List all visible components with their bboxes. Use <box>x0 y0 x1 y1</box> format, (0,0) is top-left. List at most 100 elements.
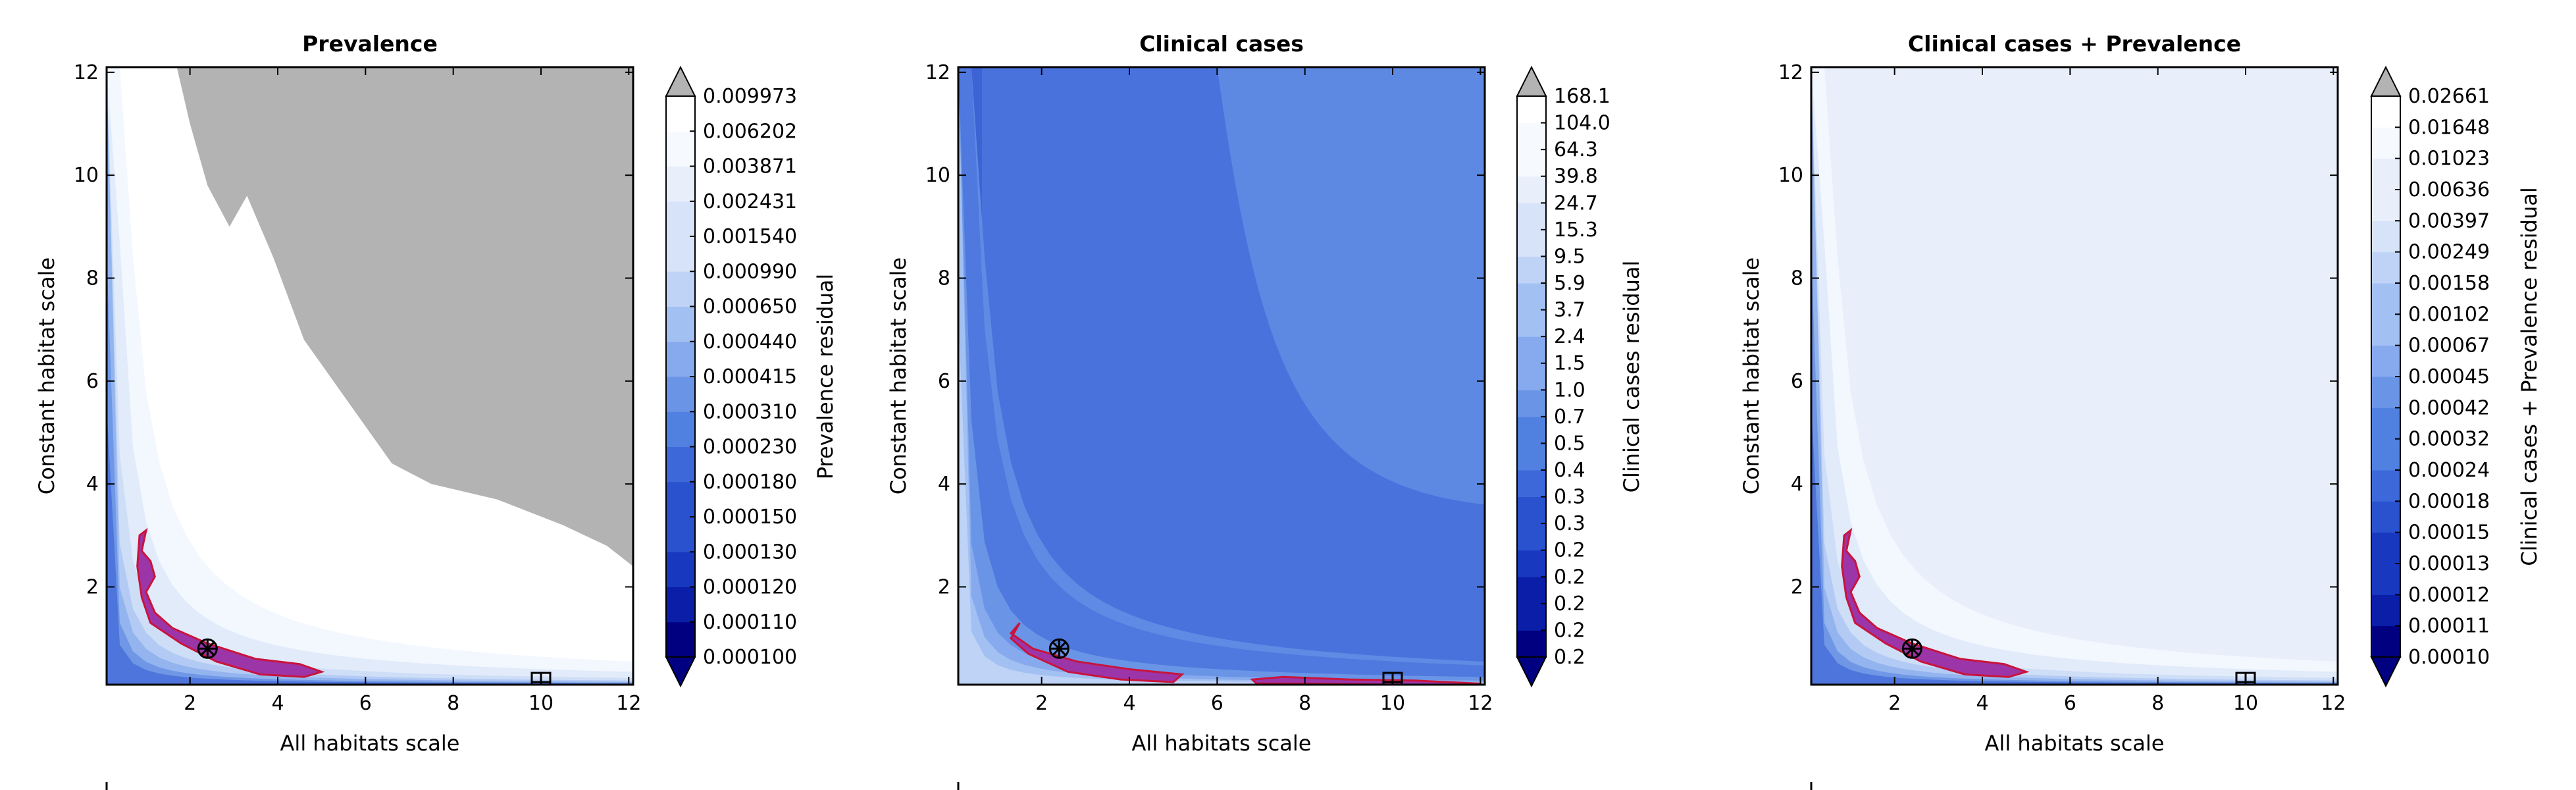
x-tick-label: 8 <box>1299 692 1311 715</box>
colorbar-segment <box>2371 501 2400 533</box>
colorbar-tick-label: 0.000150 <box>703 506 797 529</box>
colorbar-segment <box>2371 532 2400 564</box>
colorbar-tick-label: 0.00015 <box>2408 521 2490 544</box>
colorbar-tick-label: 0.7 <box>1554 406 1585 429</box>
colorbar-tick-label: 0.2 <box>1554 619 1585 642</box>
plot-area <box>107 67 633 685</box>
x-tick-label: 6 <box>359 692 372 715</box>
colorbar-tick-label: 0.00013 <box>2408 552 2490 575</box>
colorbar-segment <box>2371 470 2400 502</box>
x-tick-label: 4 <box>271 692 284 715</box>
x-tick-label: 12 <box>2321 692 2346 715</box>
colorbar-segment <box>2371 96 2400 128</box>
colorbar-frame <box>1516 95 1547 658</box>
colorbar-tick-label: 0.000990 <box>703 260 797 283</box>
colorbar-segment <box>666 481 695 517</box>
colorbar-tick-label: 0.003871 <box>703 155 797 178</box>
y-tick-label: 4 <box>1791 473 1803 496</box>
colorbar-tick-label: 0.00397 <box>2408 209 2490 232</box>
colorbar-segment <box>666 236 695 272</box>
colorbar-extend-high <box>2370 65 2402 97</box>
colorbar-tick-label: 0.00018 <box>2408 490 2490 513</box>
colorbar-segment <box>2371 408 2400 440</box>
x-axis-label: All habitats scale <box>1985 731 2165 756</box>
colorbar-tick-label: 0.000120 <box>703 576 797 599</box>
colorbar-tick-label: 0.02661 <box>2408 85 2490 108</box>
colorbar-tick-label: 0.009973 <box>703 85 797 108</box>
colorbar-label: Clinical cases + Prevalence residual <box>2517 187 2542 566</box>
colorbar-tick-label: 0.01648 <box>2408 116 2490 139</box>
colorbar-tick-label: 0.5 <box>1554 432 1585 455</box>
colorbar-tick-label: 0.2 <box>1554 539 1585 562</box>
colorbar-segment <box>2371 438 2400 471</box>
x-tick-label: 6 <box>2064 692 2076 715</box>
colorbar-segment <box>1517 550 1546 577</box>
colorbar-tick-label: 2.4 <box>1554 325 1585 348</box>
colorbar-segment <box>1517 149 1546 177</box>
panel-2: Clinical cases 2 4 6 8 10 12 2 4 6 8 10 12 All habita… <box>886 31 1644 790</box>
colorbar-segment <box>2371 594 2400 627</box>
y-tick-label: 10 <box>925 164 950 187</box>
colorbar-tick-label: 0.000110 <box>703 611 797 634</box>
colorbar-tick-label: 0.00067 <box>2408 334 2490 357</box>
colorbar-tick-label: 0.00042 <box>2408 396 2490 419</box>
y-tick-label: 2 <box>86 575 99 598</box>
colorbar-segment <box>1517 283 1546 311</box>
colorbar-tick-label: 64.3 <box>1554 138 1598 161</box>
colorbar-tick-label: 0.00249 <box>2408 241 2490 264</box>
colorbar: 0.2 0.2 0.2 0.2 0.2 0.3 0.3 0.4 0.5 0.7 1.0 1.5 2.4 3… <box>1516 65 1644 688</box>
colorbar-segment <box>1517 176 1546 203</box>
colorbar-tick-label: 0.002431 <box>703 190 797 213</box>
y-tick-label: 12 <box>1778 61 1803 84</box>
colorbar-segment <box>666 306 695 342</box>
colorbar-segment <box>2371 377 2400 408</box>
colorbar-segment <box>666 411 695 447</box>
colorbar-tick-label: 0.000230 <box>703 436 797 459</box>
colorbar-segment <box>1517 229 1546 257</box>
x-tick-label: 6 <box>1211 692 1224 715</box>
colorbar-tick-label: 0.3 <box>1554 486 1585 509</box>
contour-band <box>1217 67 1485 505</box>
colorbar-extend-high <box>1516 65 1547 97</box>
colorbar-segment <box>666 517 695 552</box>
colorbar-extend-low <box>665 656 696 688</box>
colorbar-segment <box>2371 127 2400 159</box>
colorbar-segment <box>2371 251 2400 284</box>
colorbar-segment <box>666 341 695 377</box>
colorbar: 0.000100 0.000110 0.000120 0.000130 0.000150… <box>665 65 838 688</box>
colorbar-tick-label: 168.1 <box>1554 85 1610 108</box>
colorbar-segment <box>1517 309 1546 337</box>
colorbar-tick-label: 0.000180 <box>703 471 797 494</box>
colorbar-tick-label: 0.00102 <box>2408 303 2490 326</box>
axes-frame <box>957 66 1486 686</box>
y-tick-label: 2 <box>938 575 950 598</box>
colorbar-segment <box>1517 390 1546 417</box>
colorbar-tick-label: 0.006202 <box>703 120 797 143</box>
colorbar-segment <box>2371 345 2400 377</box>
colorbar-segment <box>1517 336 1546 364</box>
x-tick-label: 10 <box>528 692 554 715</box>
plot-area <box>1811 67 2338 685</box>
colorbar-segment <box>2371 221 2400 253</box>
colorbar-tick-label: 15.3 <box>1554 219 1598 242</box>
x-tick-label: 4 <box>1123 692 1135 715</box>
colorbar-segment <box>666 587 695 623</box>
colorbar-tick-label: 3.7 <box>1554 299 1585 322</box>
plot-area <box>958 67 1485 685</box>
x-tick-label: 12 <box>1468 692 1493 715</box>
colorbar-segment <box>1517 256 1546 284</box>
x-tick-label: 12 <box>616 692 641 715</box>
colorbar-segment <box>1517 363 1546 390</box>
y-tick-label: 6 <box>1791 370 1803 393</box>
best-fit-region <box>1009 622 1185 683</box>
colorbar-tick-label: 0.00158 <box>2408 272 2490 295</box>
y-tick-label: 8 <box>938 267 950 290</box>
colorbar-segment <box>1517 203 1546 230</box>
colorbar-tick-label: 0.2 <box>1554 566 1585 589</box>
colorbar-tick-label: 0.2 <box>1554 592 1585 616</box>
colorbar-segment <box>1517 416 1546 444</box>
colorbar-tick-label: 0.000650 <box>703 296 797 319</box>
colorbar-tick-label: 24.7 <box>1554 192 1598 215</box>
colorbar-label: Prevalence residual <box>813 274 838 480</box>
